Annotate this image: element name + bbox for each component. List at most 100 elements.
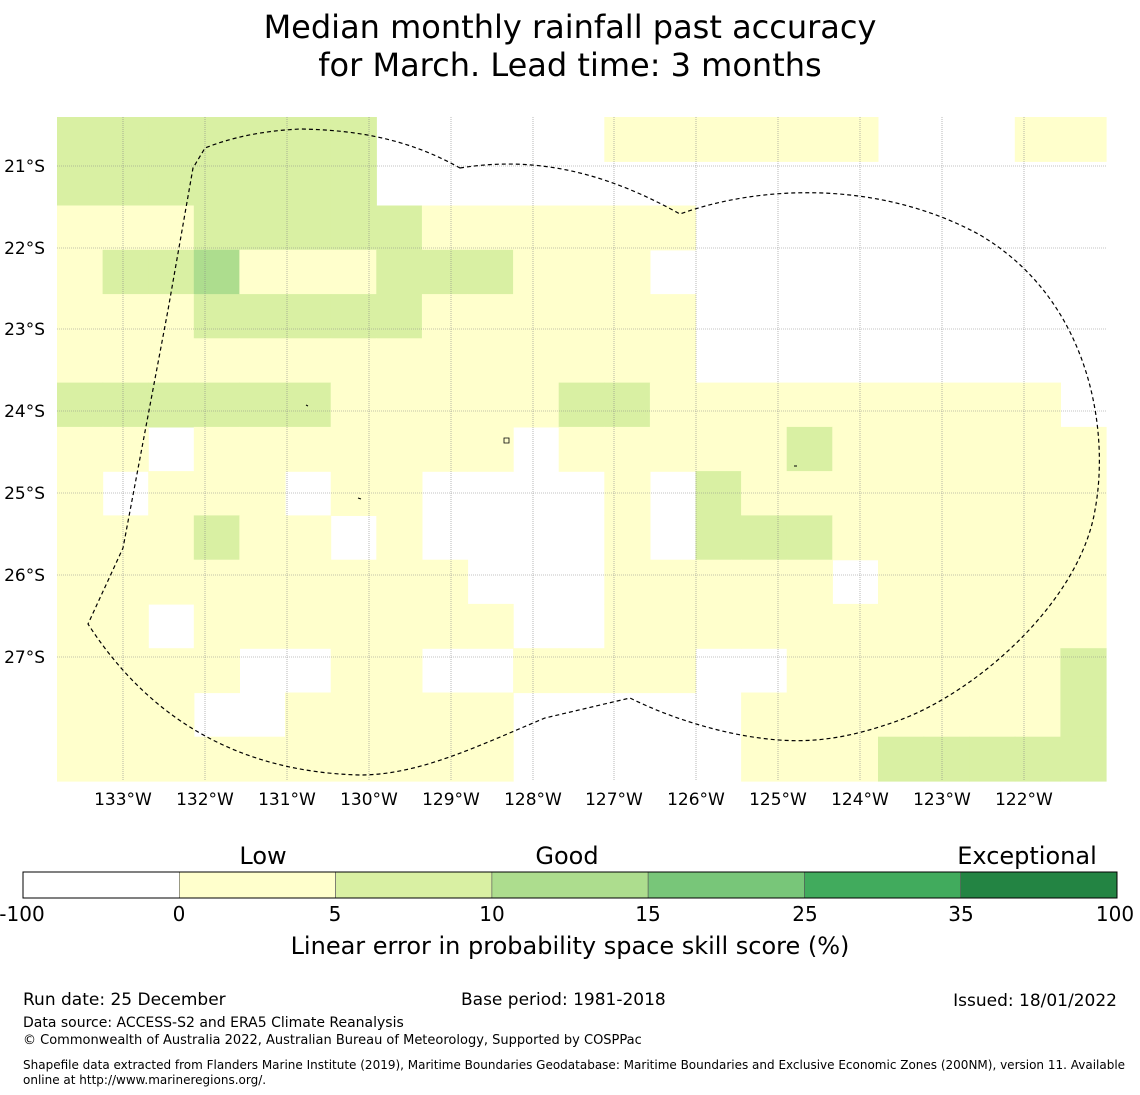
skill-cell xyxy=(330,249,377,295)
skill-cell xyxy=(513,205,560,251)
skill-cell xyxy=(923,559,970,605)
skill-cell xyxy=(969,426,1016,472)
skill-cell xyxy=(786,515,833,561)
longitude-label: 126°W xyxy=(667,790,725,810)
axis-labels: 133°W 132°W 131°W 130°W 129°W 128°W 127°W 126°W… xyxy=(4,157,1053,810)
skill-cell xyxy=(57,426,104,472)
skill-cell xyxy=(923,382,970,428)
colorbar-tick: 5 xyxy=(328,902,342,926)
skill-cell xyxy=(695,382,742,428)
skill-cell xyxy=(102,603,149,649)
skill-cell xyxy=(376,692,423,738)
skill-cell xyxy=(832,603,879,649)
skill-cell xyxy=(421,338,469,384)
longitude-label: 123°W xyxy=(913,790,971,810)
run-date: Run date: 25 December xyxy=(23,990,226,1010)
skill-cell xyxy=(239,559,286,605)
skill-cell xyxy=(923,515,970,561)
copyright: © Commonwealth of Australia 2022, Austra… xyxy=(23,1033,642,1048)
skill-cell xyxy=(57,559,104,605)
skill-cell xyxy=(467,736,514,782)
skill-cell xyxy=(832,117,879,162)
skill-cell xyxy=(193,426,240,472)
longitude-label: 131°W xyxy=(258,790,316,810)
skill-cell xyxy=(330,382,377,428)
latitude-label: 25°S xyxy=(4,484,45,504)
skill-cell xyxy=(558,338,605,384)
skill-cell xyxy=(330,559,377,605)
skill-cell xyxy=(604,648,651,694)
skill-cell xyxy=(467,603,514,649)
longitude-label: 122°W xyxy=(995,790,1053,810)
skill-cell xyxy=(467,205,514,251)
skill-cell xyxy=(285,338,332,384)
skill-cell xyxy=(832,648,879,694)
skill-cell xyxy=(832,736,879,782)
skill-cell xyxy=(513,382,560,428)
skill-cell xyxy=(1060,515,1107,561)
skill-cell xyxy=(193,648,240,694)
skill-cell xyxy=(513,338,560,384)
skill-cell xyxy=(1014,603,1061,649)
skill-cell xyxy=(102,559,149,605)
shapefile-credit-line1: Shapefile data extracted from Flanders M… xyxy=(23,1058,1126,1072)
skill-cell xyxy=(969,471,1016,516)
colorbar-bin xyxy=(647,871,805,899)
skill-cell xyxy=(467,249,514,295)
skill-cell xyxy=(376,338,423,384)
skill-cell xyxy=(102,648,149,694)
skill-cell xyxy=(57,471,104,516)
skill-cell xyxy=(57,603,104,649)
skill-cell xyxy=(1060,117,1107,162)
skill-cell xyxy=(1060,736,1107,782)
skill-cell xyxy=(330,205,377,251)
skill-cell xyxy=(1014,117,1061,162)
skill-cell xyxy=(649,603,697,649)
skill-cell xyxy=(285,692,332,738)
skill-cell xyxy=(193,603,240,649)
skill-cell xyxy=(239,249,286,295)
skill-cell xyxy=(193,559,240,605)
skill-cell xyxy=(330,426,377,472)
skill-cell xyxy=(102,294,149,339)
skill-cell xyxy=(878,515,925,561)
skill-cell xyxy=(239,117,286,162)
skill-cell xyxy=(695,117,742,162)
skill-cell xyxy=(102,736,149,782)
colorbar-tick: 35 xyxy=(948,902,974,926)
skill-cell xyxy=(193,161,240,207)
skill-cell xyxy=(330,117,377,162)
skill-cell xyxy=(1060,471,1107,516)
colorbar-bin xyxy=(491,871,649,899)
skill-cell xyxy=(695,471,742,516)
skill-cell xyxy=(285,294,332,339)
colorbar-tick: 100 xyxy=(1095,902,1135,926)
colorbar-category-good: Good xyxy=(535,842,599,870)
colorbar-tick: 10 xyxy=(479,902,505,926)
skill-cell xyxy=(330,294,377,339)
skill-cell xyxy=(239,205,286,251)
skill-cell xyxy=(239,338,286,384)
skill-cell xyxy=(786,471,833,516)
skill-cell xyxy=(57,515,104,561)
colorbar-frame xyxy=(22,871,1118,899)
skill-cell xyxy=(421,426,469,472)
colorbar-tick: 15 xyxy=(635,902,661,926)
skill-cell xyxy=(330,648,377,694)
skill-cell xyxy=(786,559,833,605)
skill-cell xyxy=(239,294,286,339)
skill-cell xyxy=(558,205,605,251)
skill-cell xyxy=(421,294,469,339)
skill-grid xyxy=(57,117,1107,782)
skill-cell xyxy=(604,426,651,472)
skill-cell xyxy=(1014,692,1061,738)
skill-cell xyxy=(786,736,833,782)
skill-cell xyxy=(285,603,332,649)
skill-cell xyxy=(558,382,605,428)
skill-cell xyxy=(285,205,332,251)
skill-cell xyxy=(467,692,514,738)
skill-cell xyxy=(1014,471,1061,516)
skill-cell xyxy=(649,294,697,339)
skill-cell xyxy=(421,692,469,738)
